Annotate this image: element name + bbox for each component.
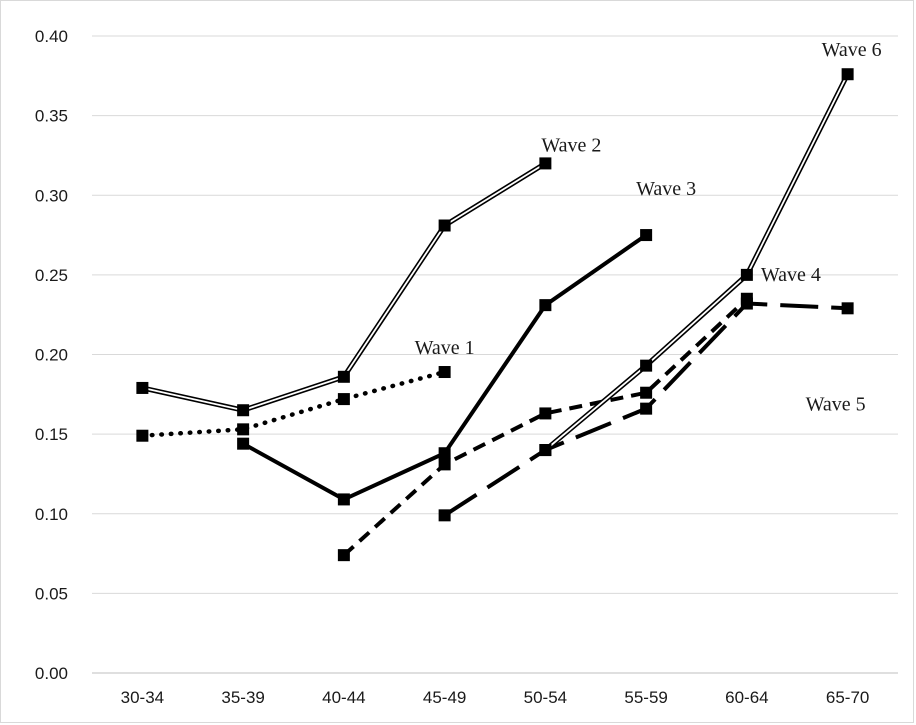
y-tick-label: 0.35 <box>35 107 68 126</box>
data-point <box>841 68 854 81</box>
y-tick-label: 0.15 <box>35 425 68 444</box>
data-point <box>136 429 149 442</box>
y-tick-label: 0.40 <box>35 27 68 46</box>
data-point <box>438 509 451 522</box>
data-point <box>337 370 350 383</box>
x-tick-label: 50-54 <box>524 688 567 707</box>
y-tick-label: 0.00 <box>35 664 68 683</box>
x-tick-label: 55-59 <box>624 688 667 707</box>
data-point <box>640 359 653 372</box>
series-label: Wave 3 <box>636 178 696 200</box>
series-label: Wave 4 <box>761 264 821 286</box>
y-tick-label: 0.10 <box>35 505 68 524</box>
x-tick-label: 60-64 <box>725 688 768 707</box>
series-labels: Wave 1 Wave 2 Wave 3 Wave 4 Wave 5 Wave 6 <box>415 39 882 415</box>
x-tick-label: 35-39 <box>221 688 264 707</box>
data-point <box>539 157 552 170</box>
data-point <box>337 549 350 562</box>
y-tick-label: 0.30 <box>35 186 68 205</box>
data-point <box>438 366 451 379</box>
data-point <box>740 297 753 310</box>
data-point <box>237 404 250 417</box>
series-label: Wave 2 <box>541 134 601 156</box>
data-point <box>640 402 653 415</box>
data-point <box>337 393 350 406</box>
x-tick-label: 65-70 <box>826 688 869 707</box>
series-label: Wave 6 <box>822 39 882 61</box>
series-label: Wave 1 <box>415 337 475 359</box>
y-tick-label: 0.25 <box>35 266 68 285</box>
series-line <box>543 73 850 452</box>
x-tick-label: 30-34 <box>121 688 164 707</box>
x-tick-label: 45-49 <box>423 688 466 707</box>
data-point <box>539 299 552 312</box>
series-markers <box>136 68 854 562</box>
data-point <box>438 219 451 232</box>
data-point <box>539 444 552 457</box>
series-label: Wave 5 <box>806 393 866 415</box>
data-point <box>539 407 552 420</box>
series-line <box>544 73 849 451</box>
y-axis-ticks: 0.00 0.05 0.10 0.15 0.20 0.25 0.30 0.35 0.40 <box>35 27 68 683</box>
series-line <box>140 369 447 438</box>
data-point <box>337 493 350 506</box>
gridlines <box>92 35 898 674</box>
x-axis-ticks: 30-34 35-39 40-44 45-49 50-54 55-59 60-64 65-70 <box>121 688 870 707</box>
data-point <box>841 302 854 315</box>
data-point <box>640 229 653 242</box>
x-tick-label: 40-44 <box>322 688 365 707</box>
data-point <box>438 458 451 471</box>
data-point <box>740 268 753 281</box>
series-lines <box>140 73 850 557</box>
data-point <box>640 386 653 399</box>
y-tick-label: 0.20 <box>35 346 68 365</box>
series-line <box>342 297 749 557</box>
data-point <box>237 423 250 436</box>
data-point <box>438 447 451 460</box>
data-point <box>237 437 250 450</box>
y-tick-label: 0.05 <box>35 584 68 603</box>
data-point <box>136 381 149 394</box>
